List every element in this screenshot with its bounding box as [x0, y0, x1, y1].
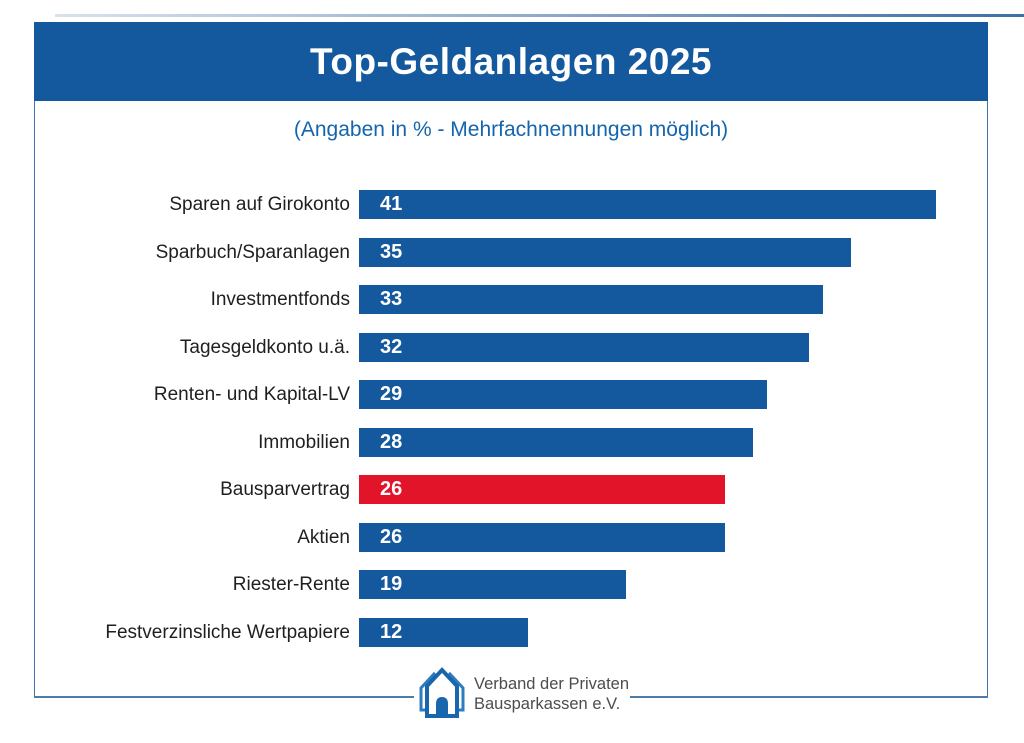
- footer-org-line2: Bausparkassen e.V.: [474, 695, 621, 713]
- bar-label: Renten- und Kapital-LV: [153, 384, 350, 405]
- page-title: Top-Geldanlagen 2025: [309, 40, 713, 82]
- bar: 33: [359, 285, 823, 314]
- bar-label: Sparbuch/Sparanlagen: [155, 241, 350, 263]
- bar-label: Investmentfonds: [210, 289, 350, 310]
- bar-value: 32: [380, 335, 403, 358]
- bar: 29: [359, 380, 767, 409]
- chart-row: Riester-Rente 19: [35, 570, 987, 599]
- chart-panel: (Angaben in % - Mehrfachnennungen möglic…: [34, 101, 988, 697]
- bar: 26: [359, 522, 725, 552]
- bar-value: 29: [380, 383, 403, 405]
- bar-chart: Sparen auf Girokonto 41 Sparbuch/Sparanlag…: [35, 101, 987, 697]
- bar-value: 28: [380, 430, 403, 453]
- top-rule: [55, 14, 1024, 17]
- bar-value: 26: [380, 525, 403, 548]
- bar-label: Aktien: [297, 526, 350, 548]
- chart-row: Immobilien 28: [35, 427, 987, 457]
- bar: 19: [359, 570, 626, 599]
- chart-row: Investmentfonds 33: [35, 285, 987, 314]
- chart-row: Festverzinsliche Wertpapiere 12: [35, 617, 987, 647]
- bar: 35: [359, 237, 851, 267]
- footer-rule-left: [34, 696, 414, 698]
- bar-label: Immobilien: [258, 431, 350, 453]
- bar-value: 19: [380, 573, 403, 595]
- bar: 41: [359, 190, 936, 219]
- title-bar: Top-Geldanlagen 2025: [34, 22, 988, 101]
- chart-row: Tagesgeldkonto u.ä. 32: [35, 332, 987, 362]
- bar-label: Riester-Rente: [232, 574, 350, 595]
- chart-row: Sparbuch/Sparanlagen 35: [35, 237, 987, 267]
- bar-value: 35: [380, 240, 403, 263]
- chart-row: Renten- und Kapital-LV 29: [35, 380, 987, 409]
- footer-rule-right: [630, 696, 988, 698]
- bar-label: Bausparvertrag: [220, 479, 350, 500]
- bar-value: 41: [380, 193, 403, 215]
- chart-row: Aktien 26: [35, 522, 987, 552]
- bar-label: Festverzinsliche Wertpapiere: [105, 621, 350, 643]
- chart-row: Sparen auf Girokonto 41: [35, 190, 987, 219]
- bar: 28: [359, 427, 753, 457]
- footer-org-name: Verband der Privaten Bausparkassen e.V.: [474, 674, 629, 714]
- bar-value: 12: [380, 620, 403, 643]
- footer-org-line1: Verband der Privaten: [474, 675, 630, 693]
- bar-label: Tagesgeldkonto u.ä.: [179, 336, 350, 358]
- bar: 12: [359, 617, 528, 647]
- bar-value: 26: [380, 478, 403, 500]
- houses-icon: [419, 667, 465, 718]
- bar-label: Sparen auf Girokonto: [169, 194, 350, 215]
- bar-value: 33: [380, 288, 403, 310]
- chart-row: Bausparvertrag 26: [35, 475, 987, 504]
- chart-subtitle: (Angaben in % - Mehrfachnennungen möglic…: [293, 118, 729, 141]
- bar: 32: [359, 332, 809, 362]
- bar-highlighted: 26: [359, 475, 725, 504]
